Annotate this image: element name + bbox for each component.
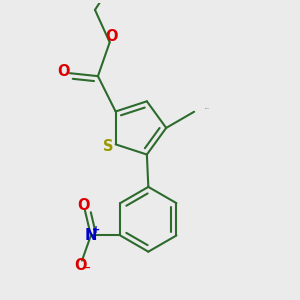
Text: −: − <box>82 262 92 273</box>
Text: N: N <box>85 228 97 243</box>
Text: O: O <box>57 64 70 79</box>
Text: O: O <box>74 258 87 273</box>
Text: methyl: methyl <box>206 108 210 110</box>
Text: O: O <box>77 198 90 213</box>
Text: O: O <box>105 29 117 44</box>
Text: +: + <box>92 225 100 235</box>
Text: S: S <box>103 139 113 154</box>
